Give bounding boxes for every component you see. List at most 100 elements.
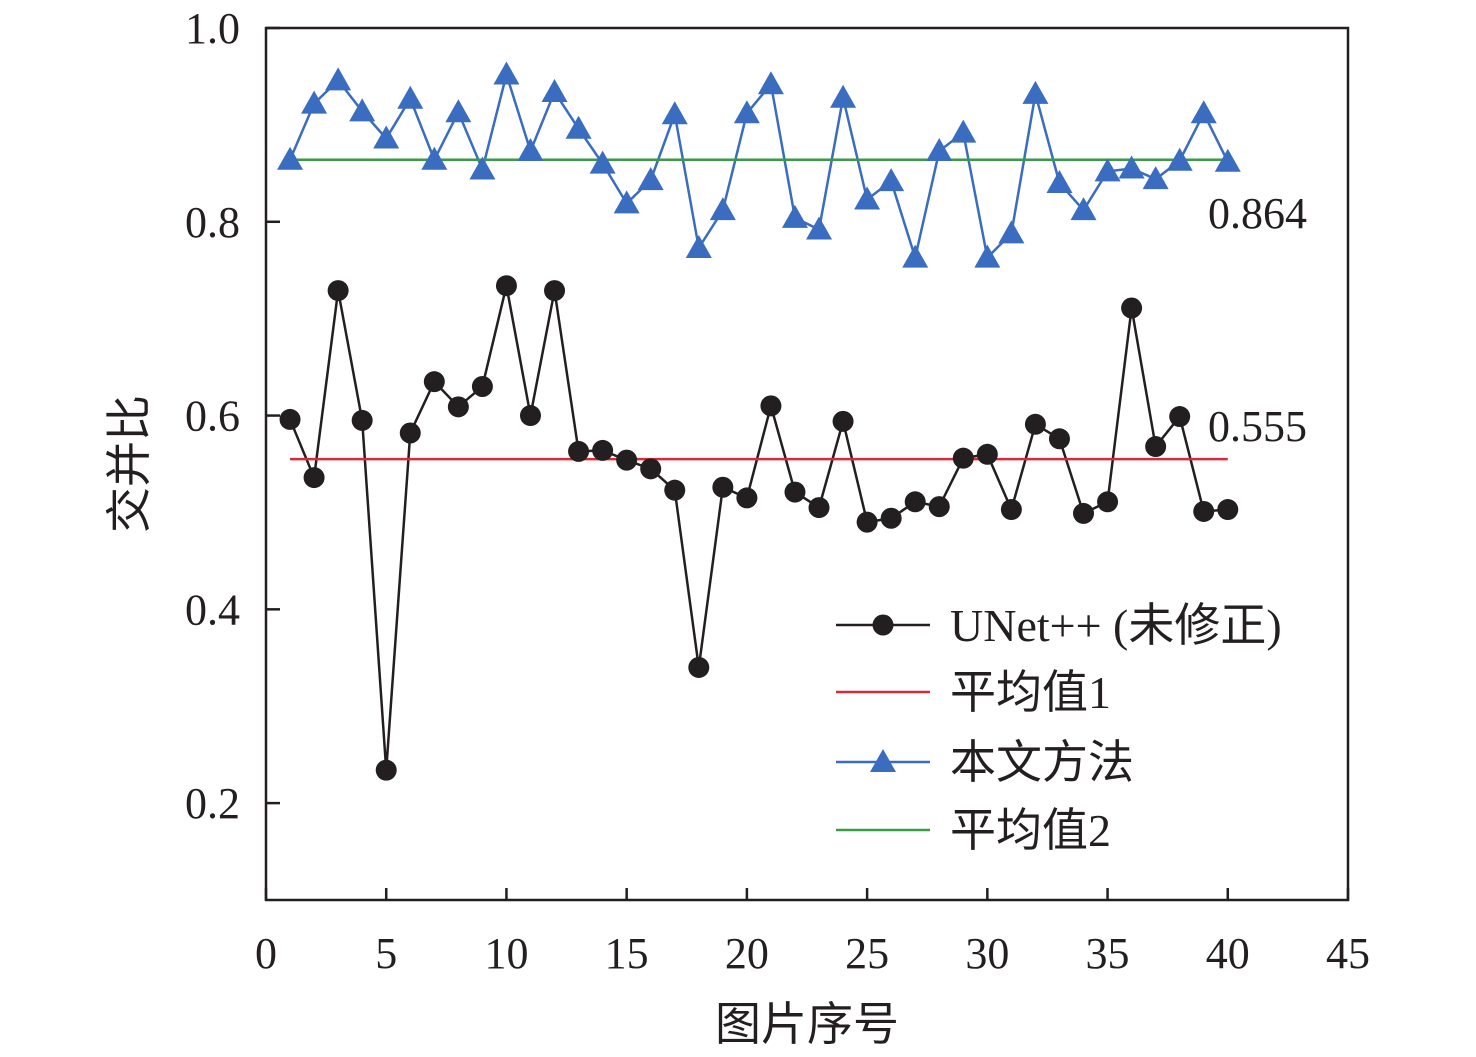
data-point [1166, 147, 1193, 171]
data-point [976, 443, 998, 465]
data-point [904, 491, 926, 513]
data-point [685, 234, 712, 258]
legend-label: 平均值1 [950, 667, 1111, 718]
data-point [519, 405, 541, 427]
data-point [830, 84, 857, 108]
data-point [688, 656, 710, 678]
data-point [592, 439, 614, 461]
data-point [1046, 170, 1073, 194]
data-point [495, 275, 517, 297]
legend-marker [870, 749, 896, 772]
data-point [351, 409, 373, 431]
data-point [445, 99, 472, 123]
x-axis-label: 图片序号 [715, 999, 899, 1050]
data-point [1097, 491, 1119, 513]
data-point [589, 150, 616, 174]
mean2-annotation: 0.864 [1208, 189, 1307, 238]
data-point [544, 280, 566, 302]
data-point [1214, 148, 1241, 172]
data-point [1094, 158, 1121, 182]
data-point [806, 216, 833, 240]
data-point [902, 244, 929, 268]
data-point [565, 115, 592, 139]
data-point [375, 759, 397, 781]
data-point [880, 507, 902, 529]
data-point [1190, 100, 1217, 124]
data-point [950, 119, 977, 143]
data-point [1217, 499, 1239, 521]
data-point [399, 422, 421, 444]
data-point [303, 467, 325, 489]
plot-frame [264, 26, 1350, 902]
legend-marker [872, 614, 894, 636]
data-point [469, 156, 496, 180]
x-tick-label: 15 [605, 929, 649, 978]
data-point [784, 481, 806, 503]
data-point [279, 408, 301, 430]
data-point [517, 138, 544, 162]
x-tick-label: 20 [725, 929, 769, 978]
data-point [1022, 80, 1049, 104]
legend-label: 本文方法 [950, 737, 1134, 788]
series-line-2 [288, 69, 1229, 263]
data-point [1193, 500, 1215, 522]
data-point [447, 396, 469, 418]
data-point [757, 71, 784, 95]
data-point [301, 90, 328, 114]
data-point [541, 78, 568, 102]
data-point [736, 487, 758, 509]
x-tick-label: 30 [965, 929, 1009, 978]
data-point [1145, 436, 1167, 458]
x-tick-label: 40 [1206, 929, 1250, 978]
data-point [1000, 499, 1022, 521]
data-point [373, 125, 400, 149]
data-point [1121, 297, 1143, 319]
data-point [1073, 502, 1095, 524]
y-tick-label: 0.6 [185, 392, 240, 441]
data-point [1070, 197, 1097, 221]
data-point [760, 395, 782, 417]
series-line-0 [288, 285, 1228, 771]
data-point [493, 61, 520, 85]
data-point [878, 168, 905, 192]
data-point [854, 186, 881, 210]
y-tick-label: 0.2 [185, 779, 240, 828]
data-point [471, 375, 493, 397]
data-point [928, 496, 950, 518]
x-tick-label: 45 [1326, 929, 1370, 978]
data-point [781, 204, 808, 228]
data-point [998, 220, 1025, 244]
data-point [952, 447, 974, 469]
data-point [327, 280, 349, 302]
y-tick-label: 0.4 [185, 585, 240, 634]
data-point [1142, 166, 1169, 190]
data-point [661, 101, 688, 125]
y-axis-label: 交并比 [104, 395, 155, 533]
data-point [423, 371, 445, 393]
x-tick-label: 25 [845, 929, 889, 978]
data-point [1169, 406, 1191, 428]
data-point [709, 197, 736, 221]
data-point [808, 497, 830, 519]
x-tick-label: 0 [255, 929, 277, 978]
data-point [637, 167, 664, 191]
data-point [640, 458, 662, 480]
data-point [568, 440, 590, 462]
data-point [1118, 155, 1145, 179]
data-point [397, 85, 424, 109]
data-point [421, 146, 448, 170]
data-point [1024, 413, 1046, 435]
mean1-annotation: 0.555 [1208, 402, 1307, 451]
data-point [974, 244, 1001, 268]
x-tick-label: 10 [484, 929, 528, 978]
data-point [832, 410, 854, 432]
data-point [613, 190, 640, 214]
data-point [664, 479, 686, 501]
y-tick-label: 1.0 [185, 4, 240, 53]
data-point [616, 449, 638, 471]
data-point [712, 476, 734, 498]
x-tick-label: 5 [375, 929, 397, 978]
data-point [733, 100, 760, 124]
